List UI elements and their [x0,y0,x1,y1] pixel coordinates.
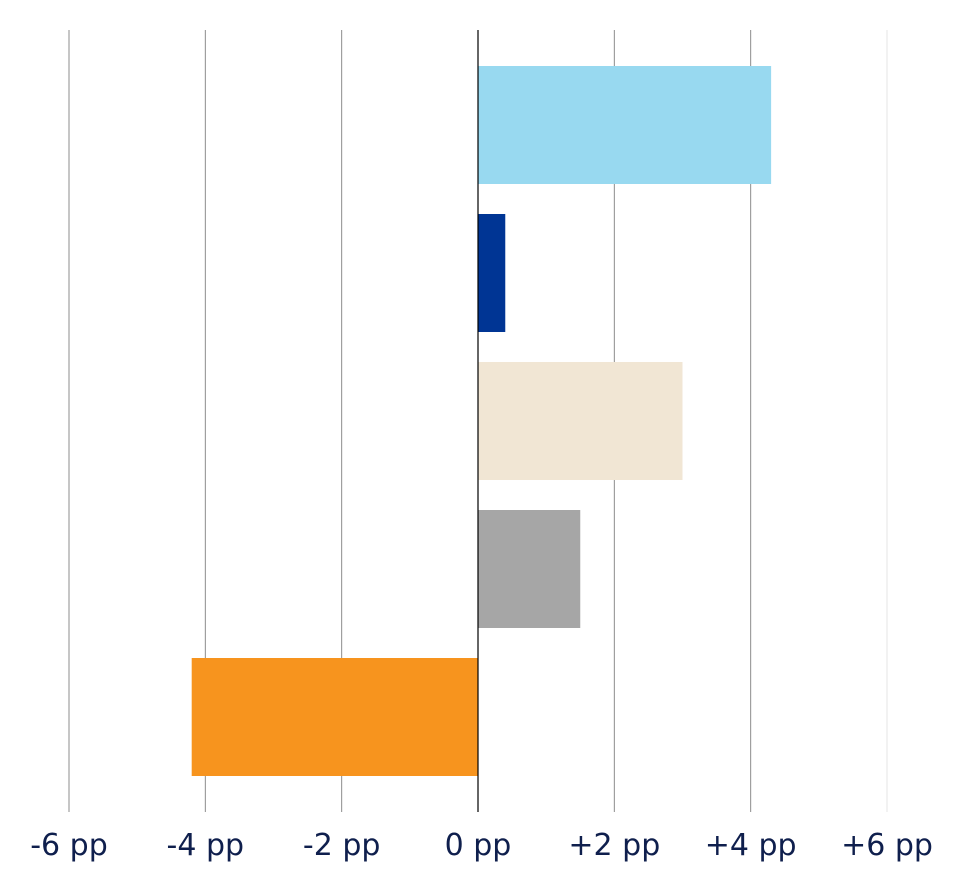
bar [478,362,683,480]
x-tick-label: +4 pp [705,828,797,863]
bar [478,214,506,332]
x-tick-label: 0 pp [445,828,512,863]
bar [191,658,478,776]
bars [191,66,772,776]
x-tick-label: +2 pp [568,828,660,863]
x-axis-tick-labels: -6 pp -4 pp -2 pp 0 pp +2 pp +4 pp +6 pp [30,828,933,863]
x-tick-label: +6 pp [841,828,933,863]
x-tick-label: -4 pp [167,828,245,863]
bar [478,510,581,628]
bar [478,66,772,184]
x-tick-label: -2 pp [303,828,381,863]
x-tick-label: -6 pp [30,828,108,863]
